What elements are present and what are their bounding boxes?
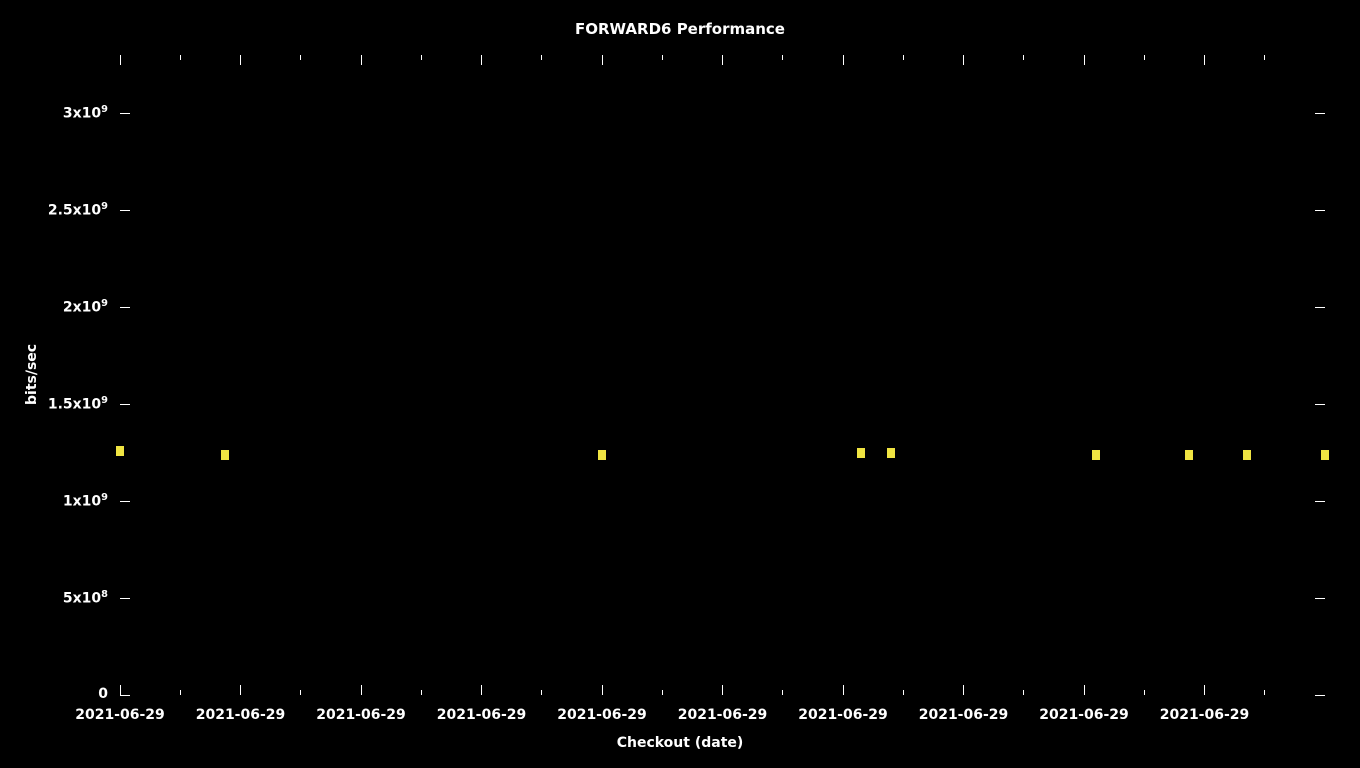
x-tick [1204,685,1205,695]
x-minor-tick [1264,690,1265,695]
x-minor-tick [421,690,422,695]
x-minor-tick-top [421,55,422,60]
x-tick-label: 2021-06-29 [60,707,180,723]
x-tick-top [963,55,964,65]
y-tick [120,404,130,405]
x-minor-tick-top [180,55,181,60]
x-tick-label: 2021-06-29 [422,707,542,723]
x-minor-tick-top [662,55,663,60]
y-tick-label: 1.5x109 [48,395,108,413]
y-tick-right [1315,113,1325,114]
x-tick-top [1084,55,1085,65]
x-tick [1084,685,1085,695]
y-axis-label: bits/sec [24,344,40,405]
x-tick-label: 2021-06-29 [783,707,903,723]
x-tick [843,685,844,695]
data-point [1243,450,1251,460]
x-tick-label: 2021-06-29 [181,707,301,723]
x-tick [361,685,362,695]
x-tick-label: 2021-06-29 [542,707,662,723]
y-tick-right [1315,501,1325,502]
chart-title: FORWARD6 Performance [0,20,1360,38]
x-minor-tick [1144,690,1145,695]
data-point [598,450,606,460]
data-point [1321,450,1329,460]
y-tick [120,598,130,599]
data-point [1092,450,1100,460]
x-minor-tick-top [300,55,301,60]
y-tick [120,113,130,114]
y-tick [120,210,130,211]
x-minor-tick [541,690,542,695]
y-tick-label: 3x109 [63,104,108,122]
data-point [857,448,865,458]
y-tick-right [1315,695,1325,696]
x-tick-top [240,55,241,65]
x-tick [120,685,121,695]
x-tick [722,685,723,695]
x-tick-label: 2021-06-29 [301,707,421,723]
x-tick [602,685,603,695]
x-minor-tick-top [1264,55,1265,60]
y-tick [120,307,130,308]
performance-chart: FORWARD6 Performance bits/sec Checkout (… [0,0,1360,768]
x-tick-top [722,55,723,65]
x-minor-tick-top [1144,55,1145,60]
data-point [887,448,895,458]
x-tick-top [843,55,844,65]
y-tick [120,501,130,502]
data-point [1185,450,1193,460]
y-tick [120,695,130,696]
x-minor-tick [180,690,181,695]
x-tick-top [120,55,121,65]
x-tick-top [361,55,362,65]
x-tick-label: 2021-06-29 [1024,707,1144,723]
x-tick [481,685,482,695]
x-minor-tick [662,690,663,695]
x-tick-top [481,55,482,65]
x-tick-top [602,55,603,65]
x-minor-tick [782,690,783,695]
y-tick-label: 2x109 [63,298,108,316]
x-tick-label: 2021-06-29 [904,707,1024,723]
x-tick-label: 2021-06-29 [663,707,783,723]
x-minor-tick-top [1023,55,1024,60]
x-minor-tick-top [782,55,783,60]
y-tick-label: 0 [98,686,108,702]
y-tick-label: 5x108 [63,589,108,607]
x-minor-tick-top [903,55,904,60]
x-minor-tick [903,690,904,695]
plot-area [120,55,1325,695]
x-tick-top [1204,55,1205,65]
y-tick-right [1315,598,1325,599]
y-tick-right [1315,404,1325,405]
x-tick [240,685,241,695]
data-point [221,450,229,460]
x-tick-label: 2021-06-29 [1145,707,1265,723]
x-minor-tick [1023,690,1024,695]
y-tick-right [1315,210,1325,211]
y-tick-label: 2.5x109 [48,201,108,219]
x-minor-tick [300,690,301,695]
x-minor-tick-top [541,55,542,60]
x-axis-label: Checkout (date) [0,735,1360,751]
data-point [116,446,124,456]
y-tick-label: 1x109 [63,492,108,510]
y-tick-right [1315,307,1325,308]
x-tick [963,685,964,695]
